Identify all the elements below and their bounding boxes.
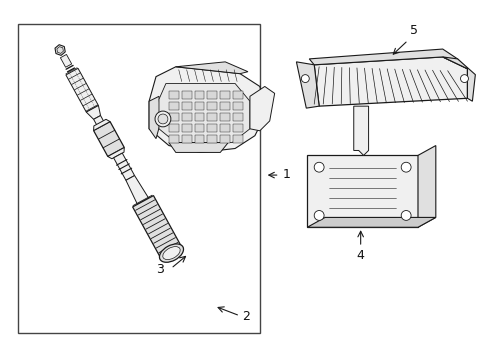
Bar xyxy=(220,91,230,99)
Polygon shape xyxy=(169,143,228,152)
Polygon shape xyxy=(443,57,475,101)
Text: 5: 5 xyxy=(410,24,418,37)
Circle shape xyxy=(314,162,324,172)
Polygon shape xyxy=(418,145,436,227)
Text: 1: 1 xyxy=(283,168,291,181)
Bar xyxy=(195,113,204,121)
Polygon shape xyxy=(94,122,124,157)
Circle shape xyxy=(401,211,411,220)
Text: 4: 4 xyxy=(357,249,365,262)
Polygon shape xyxy=(309,49,467,69)
Bar xyxy=(169,113,179,121)
Circle shape xyxy=(461,75,468,82)
Text: 2: 2 xyxy=(242,310,250,323)
Bar xyxy=(182,135,192,143)
Bar xyxy=(233,102,243,110)
Text: 3: 3 xyxy=(156,262,164,275)
Polygon shape xyxy=(354,106,368,156)
Bar xyxy=(195,124,204,132)
Bar xyxy=(207,102,218,110)
Circle shape xyxy=(301,75,309,82)
Circle shape xyxy=(401,162,411,172)
Polygon shape xyxy=(250,86,275,131)
Polygon shape xyxy=(66,68,98,112)
Bar xyxy=(195,91,204,99)
Bar xyxy=(195,102,204,110)
Bar xyxy=(220,124,230,132)
Bar xyxy=(169,135,179,143)
Bar xyxy=(233,124,243,132)
Bar xyxy=(207,91,218,99)
Bar xyxy=(169,102,179,110)
Bar xyxy=(182,102,192,110)
Bar xyxy=(195,135,204,143)
Ellipse shape xyxy=(163,247,180,260)
Bar xyxy=(207,124,218,132)
Polygon shape xyxy=(176,62,248,74)
Polygon shape xyxy=(55,45,65,55)
Bar xyxy=(233,91,243,99)
Polygon shape xyxy=(296,62,319,108)
Bar xyxy=(207,113,218,121)
Circle shape xyxy=(155,111,171,127)
Polygon shape xyxy=(94,119,110,131)
Polygon shape xyxy=(159,84,250,143)
Polygon shape xyxy=(114,153,135,180)
Bar xyxy=(182,124,192,132)
Polygon shape xyxy=(60,54,72,67)
Polygon shape xyxy=(126,176,148,204)
Bar xyxy=(220,113,230,121)
Polygon shape xyxy=(307,217,436,227)
Bar xyxy=(169,124,179,132)
Bar xyxy=(207,135,218,143)
Polygon shape xyxy=(108,148,124,159)
Bar xyxy=(169,91,179,99)
Polygon shape xyxy=(57,47,63,53)
Bar xyxy=(220,102,230,110)
Bar xyxy=(233,113,243,121)
Circle shape xyxy=(158,114,168,124)
Polygon shape xyxy=(307,156,418,227)
Polygon shape xyxy=(314,57,467,106)
Polygon shape xyxy=(149,67,265,152)
Bar xyxy=(18,24,260,333)
Bar xyxy=(182,91,192,99)
Polygon shape xyxy=(86,105,100,119)
Circle shape xyxy=(314,211,324,220)
Polygon shape xyxy=(149,96,161,139)
Bar xyxy=(233,135,243,143)
Polygon shape xyxy=(94,116,105,128)
Polygon shape xyxy=(133,195,182,259)
Bar xyxy=(220,135,230,143)
Ellipse shape xyxy=(159,244,184,262)
Bar xyxy=(182,113,192,121)
